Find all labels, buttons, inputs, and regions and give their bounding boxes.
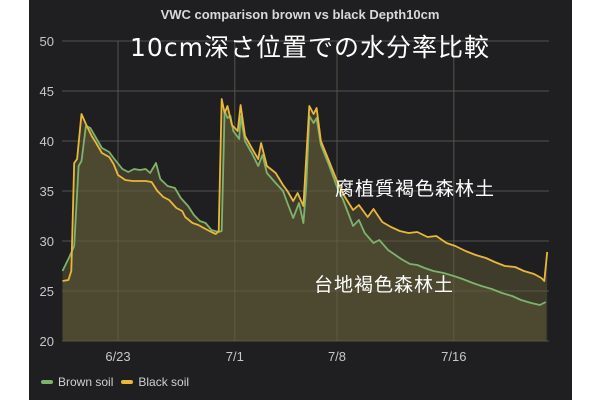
brown-soil-annotation: 台地褐色森林土	[314, 274, 455, 296]
overlay-title: 10cm深さ位置での水分率比較	[130, 33, 490, 62]
chart-title: VWC comparison brown vs black Depth10cm	[160, 7, 440, 22]
y-tick-label: 40	[40, 134, 54, 149]
black-soil-annotation: 腐植質褐色森林土	[335, 178, 496, 200]
y-tick-label: 35	[40, 184, 54, 199]
y-tick-label: 25	[40, 284, 54, 299]
y-tick-label: 50	[40, 34, 54, 49]
x-axis: 6/23 7/1 7/8 7/16	[105, 349, 466, 364]
y-tick-label: 30	[40, 234, 54, 249]
x-tick-label: 6/23	[105, 349, 130, 364]
y-tick-label: 20	[40, 334, 54, 349]
x-tick-label: 7/1	[226, 349, 244, 364]
legend-swatch-black	[121, 380, 134, 384]
series-line-black-soil	[62, 98, 549, 282]
legend-item-brown-soil[interactable]: Brown soil	[41, 375, 113, 389]
legend-item-black-soil[interactable]: Black soil	[121, 375, 189, 389]
y-axis: 20 25 30 35 40 45 50	[40, 34, 54, 349]
legend: Brown soil Black soil	[41, 375, 189, 389]
legend-swatch-brown	[41, 380, 53, 384]
x-tick-label: 7/16	[441, 349, 466, 364]
y-tick-label: 45	[40, 84, 54, 99]
x-tick-label: 7/8	[328, 349, 346, 364]
legend-label: Brown soil	[58, 375, 114, 389]
series-lines	[61, 98, 549, 306]
area-fills	[62, 40, 549, 342]
legend-label: Black soil	[138, 375, 190, 389]
series-line-brown-soil	[61, 110, 547, 306]
